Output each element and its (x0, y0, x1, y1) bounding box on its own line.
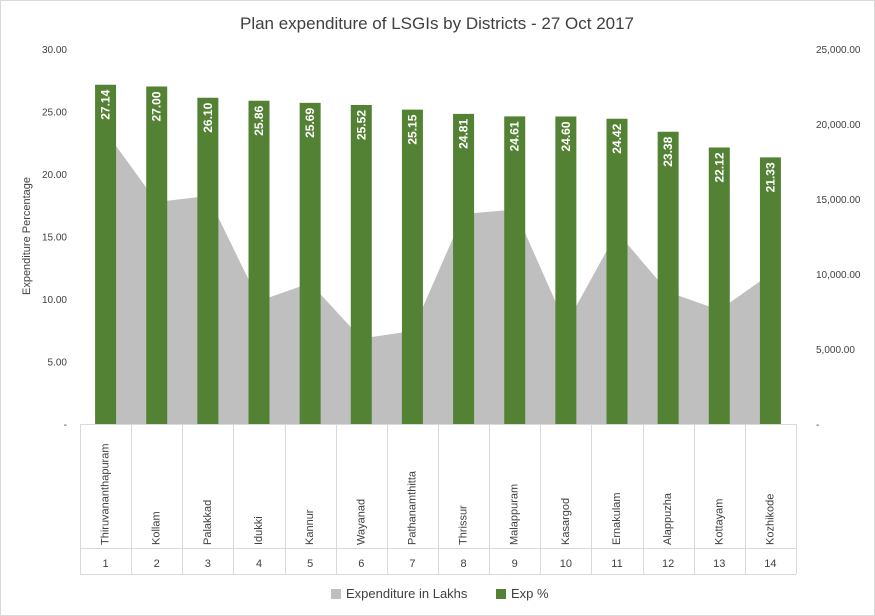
x-category-label: Kozhikode (764, 494, 776, 545)
y-tick-label: 10.00 (42, 295, 67, 306)
x-index-label: 10 (560, 558, 572, 570)
legend-item-expenditure-swatch (331, 589, 341, 599)
bar-exp-percent (95, 84, 117, 424)
y2-tick-label: 15,000.00 (816, 195, 861, 206)
x-category-label: Kollam (151, 511, 163, 545)
legend-item-exp-percent-label: Exp % (511, 586, 549, 601)
bar-data-label: 25.69 (303, 108, 317, 138)
y-tick-label: 25.00 (42, 108, 67, 119)
area-expenditure-lakhs (105, 131, 771, 424)
bar-data-label: 25.15 (405, 114, 419, 144)
x-index-label: 5 (307, 558, 313, 570)
bar-exp-percent (759, 157, 781, 424)
x-index-label: 9 (512, 558, 518, 570)
x-index-label: 13 (713, 558, 725, 570)
x-category-label: Palakkad (202, 500, 214, 545)
y-axis-label: Expenditure Percentage (21, 177, 33, 295)
bar-series-group: 27.14 27.00 26.10 25.86 25.69 25.52 25.15 24.81… (95, 84, 781, 424)
x-category-label: Pathanamthitta (406, 470, 418, 545)
x-index-label: 8 (461, 558, 467, 570)
legend-item-expenditure-label: Expenditure in Lakhs (346, 586, 468, 601)
x-index-label: 2 (154, 558, 160, 570)
bar-exp-percent (708, 147, 730, 424)
y-tick-label: 20.00 (42, 170, 67, 181)
axes-group: - 5.00 10.00 15.00 20.00 25.00 30.00 - 5,000.00 1… (42, 45, 861, 575)
y2-tick-label: 25,000.00 (816, 45, 861, 56)
x-category-label: Kannur (304, 509, 316, 545)
x-category-label: Alappuzha (662, 492, 674, 545)
x-index-label: 3 (205, 558, 211, 570)
x-index-label: 14 (764, 558, 776, 570)
x-category-label: Wayanad (355, 499, 367, 545)
bar-data-label: 22.12 (712, 152, 726, 182)
x-category-label: Kasargod (560, 498, 572, 545)
bar-exp-percent (146, 86, 168, 424)
y2-tick-label: - (816, 420, 819, 431)
bar-exp-percent (504, 116, 526, 424)
x-index-label: 7 (409, 558, 415, 570)
y-tick-label: 15.00 (42, 233, 67, 244)
y2-tick-label: 5,000.00 (816, 345, 855, 356)
bar-data-label: 25.86 (252, 105, 266, 135)
y2-tick-label: 20,000.00 (816, 120, 861, 131)
bar-exp-percent (657, 131, 679, 424)
chart-title: Plan expenditure of LSGIs by Districts -… (240, 14, 634, 33)
bar-exp-percent (299, 102, 321, 424)
bar-data-label: 24.81 (457, 119, 471, 149)
x-category-label: Kottayam (713, 499, 725, 545)
area-series-group (105, 131, 771, 424)
bar-data-label: 24.42 (610, 123, 624, 153)
bar-exp-percent (555, 116, 577, 424)
x-index-label: 1 (103, 558, 109, 570)
bar-exp-percent (197, 97, 219, 424)
x-category-label: Idukki (253, 516, 265, 545)
bar-exp-percent (350, 105, 372, 424)
x-category-label: Thiruvananthapuram (100, 443, 112, 545)
y-tick-label: 30.00 (42, 45, 67, 56)
bar-data-label: 25.52 (354, 110, 368, 140)
bar-exp-percent (248, 100, 270, 424)
x-index-label: 6 (358, 558, 364, 570)
legend-item-exp-percent-swatch (496, 589, 506, 599)
bar-exp-percent (401, 109, 423, 424)
bar-data-label: 24.60 (559, 121, 573, 151)
x-index-label: 4 (256, 558, 262, 570)
x-category-label: Ernakulam (611, 492, 623, 545)
y-tick-label: 5.00 (48, 358, 68, 369)
bar-data-label: 27.14 (99, 89, 113, 119)
x-index-label: 11 (611, 558, 622, 570)
bar-data-label: 26.10 (201, 102, 215, 132)
bar-exp-percent (606, 118, 628, 424)
legend: Expenditure in Lakhs Exp % (331, 586, 549, 601)
bar-exp-percent (453, 113, 475, 424)
bar-data-label: 21.33 (763, 162, 777, 192)
bar-data-label: 27.00 (150, 91, 164, 121)
x-index-label: 12 (662, 558, 674, 570)
x-category-label: Thrissur (458, 505, 470, 545)
x-category-label: Malappuram (509, 484, 521, 545)
bar-data-label: 23.38 (661, 136, 675, 166)
bar-data-label: 24.61 (508, 121, 522, 151)
y2-tick-label: 10,000.00 (816, 270, 861, 281)
y-tick-label: - (64, 420, 67, 431)
